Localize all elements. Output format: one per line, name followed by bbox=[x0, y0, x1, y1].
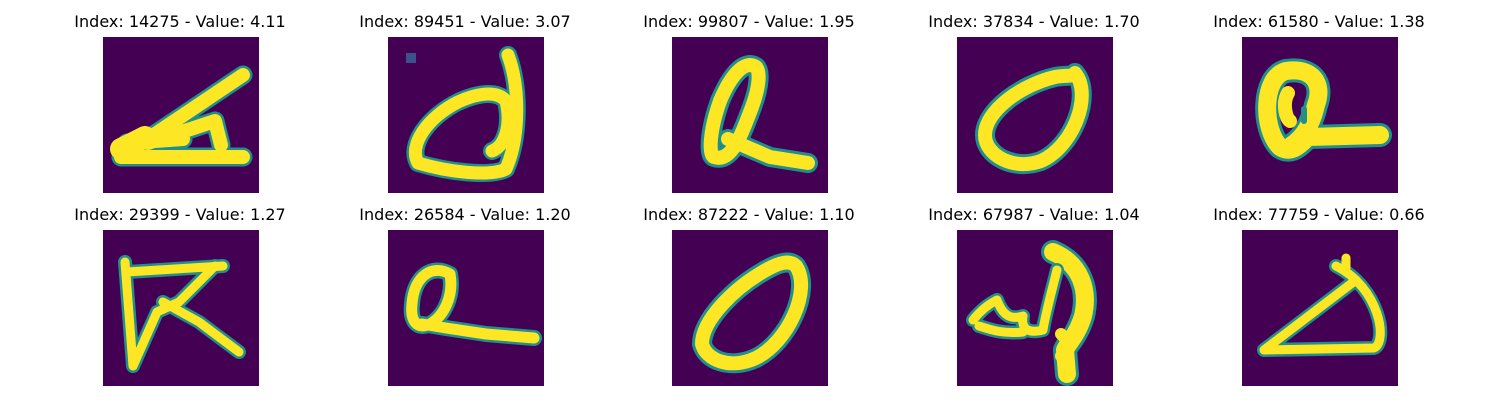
panel-title: Index: 26584 - Value: 1.20 bbox=[359, 205, 571, 224]
panel-title: Index: 29399 - Value: 1.27 bbox=[74, 205, 286, 224]
glyph-image bbox=[1242, 37, 1398, 193]
glyph-image bbox=[1242, 230, 1398, 386]
panel-2: Index: 89451 - Value: 3.07 bbox=[323, 12, 607, 202]
panel-title: Index: 89451 - Value: 3.07 bbox=[359, 12, 571, 31]
panel-8: Index: 87222 - Value: 1.10 bbox=[607, 205, 891, 395]
panel-6: Index: 29399 - Value: 1.27 bbox=[38, 205, 322, 395]
glyph-drawing bbox=[975, 63, 1092, 175]
panel-1: Index: 14275 - Value: 4.11 bbox=[38, 12, 322, 202]
noise-pixel bbox=[406, 53, 416, 63]
glyph-image bbox=[103, 37, 259, 193]
glyph-image bbox=[672, 230, 828, 386]
glyph-drawing bbox=[700, 55, 818, 173]
glyph-drawing bbox=[110, 65, 253, 167]
glyph-image bbox=[957, 37, 1113, 193]
panel-title: Index: 99807 - Value: 1.95 bbox=[643, 12, 855, 31]
glyph-drawing bbox=[966, 240, 1097, 386]
panel-title: Index: 67987 - Value: 1.04 bbox=[928, 205, 1140, 224]
glyph-image bbox=[388, 37, 544, 193]
glyph-drawing bbox=[1255, 58, 1392, 162]
panel-3: Index: 99807 - Value: 1.95 bbox=[607, 12, 891, 202]
panel-title: Index: 77759 - Value: 0.66 bbox=[1213, 205, 1425, 224]
panel-title: Index: 61580 - Value: 1.38 bbox=[1213, 12, 1425, 31]
glyph-drawing bbox=[403, 262, 542, 346]
glyph-image bbox=[388, 230, 544, 386]
glyph-drawing bbox=[118, 255, 246, 373]
glyph-drawing bbox=[692, 252, 811, 374]
panel-9: Index: 67987 - Value: 1.04 bbox=[892, 205, 1176, 395]
panel-4: Index: 37834 - Value: 1.70 bbox=[892, 12, 1176, 202]
glyph-drawing bbox=[406, 46, 526, 182]
panel-5: Index: 61580 - Value: 1.38 bbox=[1177, 12, 1461, 202]
glyph-image bbox=[957, 230, 1113, 386]
panel-title: Index: 37834 - Value: 1.70 bbox=[928, 12, 1140, 31]
panel-title: Index: 87222 - Value: 1.10 bbox=[643, 205, 855, 224]
panel-7: Index: 26584 - Value: 1.20 bbox=[323, 205, 607, 395]
glyph-drawing bbox=[1257, 253, 1388, 357]
glyph-image bbox=[672, 37, 828, 193]
panel-title: Index: 14275 - Value: 4.11 bbox=[74, 12, 286, 31]
glyph-image bbox=[103, 230, 259, 386]
panel-10: Index: 77759 - Value: 0.66 bbox=[1177, 205, 1461, 395]
